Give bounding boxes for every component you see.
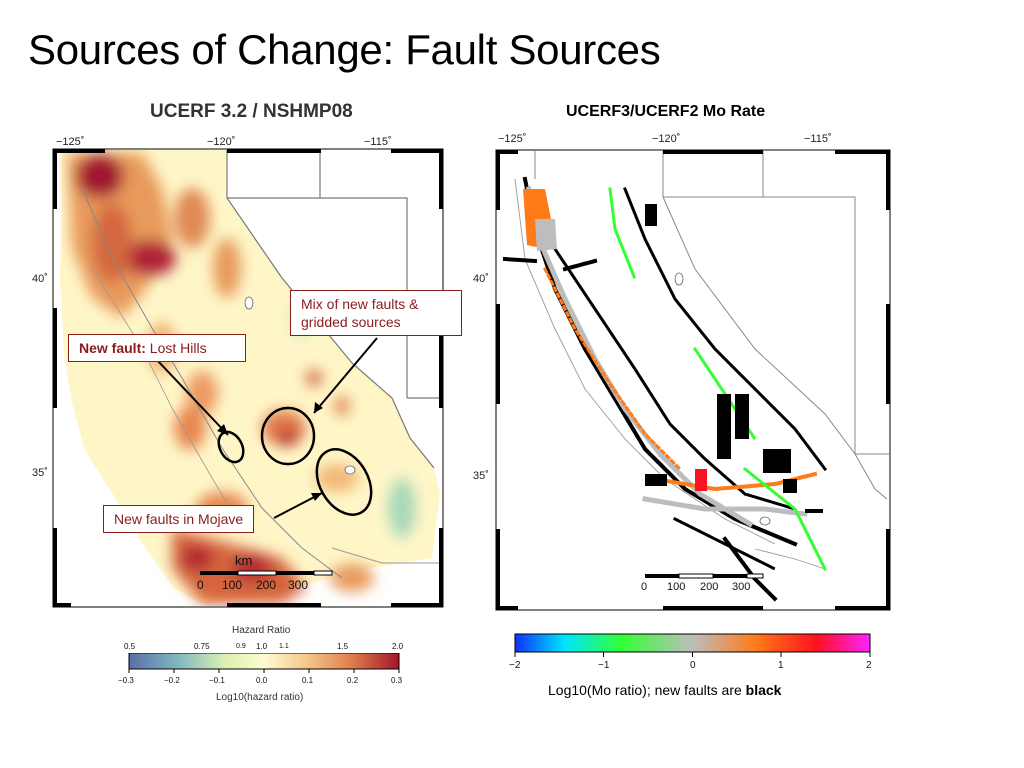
left-lon-label-115: −115˚ [364, 136, 392, 148]
left-cb-top-tick-6: 2.0 [392, 642, 404, 651]
left-cb-bottom-tick-1: −0.2 [164, 676, 180, 685]
right-cb-tick-4: 2 [866, 660, 872, 671]
right-scale-bar [645, 573, 764, 579]
callout-lost-hills-prefix: New fault: [79, 340, 146, 356]
right-lon-label-125: −125˚ [498, 133, 527, 145]
left-cb-top-tick-5: 1.5 [337, 642, 349, 651]
left-scale-tick-0: 0 [197, 578, 204, 592]
right-cb-tick-3: 1 [778, 660, 784, 671]
right-cb-tick-2: 0 [690, 660, 696, 671]
left-cb-bottom-tick-2: −0.1 [209, 676, 225, 685]
left-cb-bottom-tick-0: −0.3 [118, 676, 134, 685]
right-map-title: UCERF3/UCERF2 Mo Rate [566, 103, 766, 120]
left-colorbar-title: Hazard Ratio [232, 625, 291, 636]
right-cb-tick-1: −1 [598, 660, 610, 671]
right-colorbar [514, 633, 871, 657]
left-scale-tick-200: 200 [256, 578, 277, 592]
left-cb-top-tick-2: 0.9 [236, 643, 246, 650]
callout-mojave: New faults in Mojave [103, 505, 255, 533]
right-mo-rate-map [495, 149, 891, 611]
callout-mixed-sources: Mix of new faults & gridded sources [290, 290, 462, 336]
left-scale-bar [200, 570, 333, 576]
right-cb-tick-0: −2 [509, 660, 521, 671]
right-lon-label-120: −120˚ [652, 133, 681, 145]
right-scale-tick-100: 100 [667, 581, 686, 593]
left-lon-label-120: −120˚ [207, 136, 236, 148]
left-lat-label-40: 40˚ [32, 273, 48, 285]
right-scale-tick-200: 200 [700, 581, 719, 593]
left-colorbar [128, 653, 400, 673]
right-colorbar-caption: Log10(Mo ratio); new faults are black [548, 682, 781, 698]
left-map-title: UCERF 3.2 / NSHMP08 [150, 101, 353, 122]
left-colorbar-bottom-label: Log10(hazard ratio) [216, 692, 304, 703]
left-lon-label-125: −125˚ [56, 136, 85, 148]
callout-lost-hills: New fault: Lost Hills [68, 334, 246, 362]
callout-lost-hills-name: Lost Hills [149, 340, 207, 356]
left-cb-bottom-tick-3: 0.0 [256, 676, 268, 685]
left-lat-label-35: 35˚ [32, 467, 48, 479]
left-cb-top-tick-4: 1.1 [279, 643, 289, 650]
central-sources-oval [260, 406, 316, 466]
right-caption-bold: black [745, 682, 782, 698]
left-cb-bottom-tick-6: 0.3 [391, 676, 403, 685]
right-scale-tick-300: 300 [732, 581, 751, 593]
left-cb-bottom-tick-4: 0.1 [302, 676, 314, 685]
left-cb-top-tick-3: 1.0 [256, 642, 268, 651]
slide-title: Sources of Change: Fault Sources [28, 26, 661, 73]
right-lat-label-40: 40˚ [473, 273, 489, 285]
right-lat-label-35: 35˚ [473, 470, 489, 482]
left-hazard-map [52, 148, 444, 608]
left-cb-bottom-tick-5: 0.2 [347, 676, 359, 685]
right-lon-label-115: −115˚ [804, 133, 832, 145]
left-cb-top-tick-1: 0.75 [194, 642, 210, 651]
right-scale-tick-0: 0 [641, 581, 648, 593]
mojave-oval [315, 448, 373, 516]
right-caption-text: Log10(Mo ratio); new faults are [548, 682, 742, 698]
left-scale-unit: km [235, 553, 253, 568]
left-scale-tick-300: 300 [288, 578, 309, 592]
left-cb-top-tick-0: 0.5 [124, 642, 136, 651]
left-scale-tick-100: 100 [222, 578, 243, 592]
